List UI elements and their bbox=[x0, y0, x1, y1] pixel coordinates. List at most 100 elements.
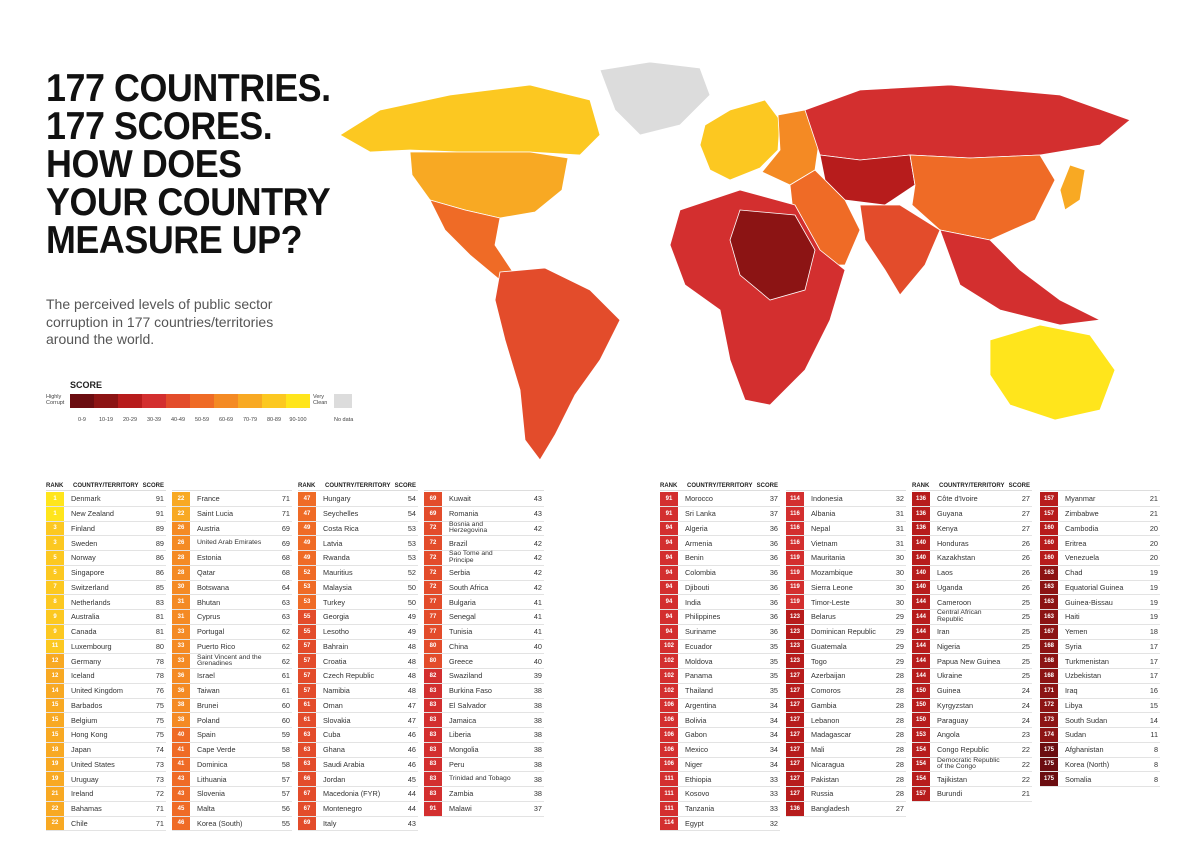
score-value: 71 bbox=[281, 494, 290, 504]
score-value: 48 bbox=[407, 641, 416, 651]
table-row: 28 Qatar 68 bbox=[172, 565, 292, 581]
table-row: 38 Poland 60 bbox=[172, 713, 292, 728]
headline-line: MEASURE UP? bbox=[46, 219, 303, 262]
score-value: 75 bbox=[155, 715, 164, 725]
map-region-japan bbox=[1059, 164, 1086, 211]
rank-badge: 41 bbox=[172, 742, 190, 757]
table-row: 26 Austria 69 bbox=[172, 521, 292, 537]
table-row: 55 Georgia 49 bbox=[298, 610, 418, 625]
table-header bbox=[786, 478, 906, 491]
score-value: 42 bbox=[533, 553, 542, 563]
country-name: Mozambique bbox=[811, 568, 853, 578]
score-value: 19 bbox=[1149, 568, 1158, 578]
country-name: Mauritania bbox=[811, 553, 846, 563]
rank-badge: 53 bbox=[298, 595, 316, 609]
country-name: Egypt bbox=[685, 818, 704, 828]
rank-badge: 18 bbox=[46, 742, 64, 757]
country-name: Sierra Leone bbox=[811, 582, 853, 592]
rank-badge: 102 bbox=[660, 639, 678, 654]
score-value: 62 bbox=[281, 641, 290, 651]
country-name: Suriname bbox=[685, 627, 717, 637]
score-value: 86 bbox=[155, 568, 164, 578]
table-row: 3 Finland 89 bbox=[46, 521, 166, 537]
table-row: 19 Uruguay 73 bbox=[46, 772, 166, 787]
country-name: Russia bbox=[811, 789, 834, 799]
country-name: Kuwait bbox=[449, 494, 471, 504]
table-row: 80 China 40 bbox=[424, 639, 544, 655]
country-name: Greece bbox=[449, 656, 473, 666]
rank-badge: 127 bbox=[786, 669, 804, 683]
country-name: Guatemala bbox=[811, 641, 847, 651]
rank-badge: 36 bbox=[172, 669, 190, 683]
rank-badge: 127 bbox=[786, 728, 804, 742]
country-name: Cape Verde bbox=[197, 745, 236, 755]
table-row: 67 Macedonia (FYR) 44 bbox=[298, 787, 418, 802]
rank-badge: 83 bbox=[424, 698, 442, 713]
country-name: Equatorial Guinea bbox=[1065, 582, 1124, 592]
rank-badge: 127 bbox=[786, 742, 804, 757]
rank-badge: 33 bbox=[172, 654, 190, 668]
country-name: Barbados bbox=[71, 700, 103, 710]
rank-badge: 21 bbox=[46, 787, 64, 801]
country-name: Bahamas bbox=[71, 804, 102, 814]
table-row: 83 El Salvador 38 bbox=[424, 698, 544, 714]
table-header bbox=[172, 478, 292, 491]
table-header-country: COUNTRY/TERRITORY bbox=[939, 483, 1005, 489]
table-row: 33 Portugal 62 bbox=[172, 624, 292, 640]
table-row: 174 Sudan 11 bbox=[1040, 728, 1160, 743]
country-name: Slovenia bbox=[197, 789, 225, 799]
rank-badge: 77 bbox=[424, 610, 442, 624]
table-row: 140 Laos 26 bbox=[912, 565, 1032, 581]
score-value: 73 bbox=[155, 774, 164, 784]
rank-badge: 94 bbox=[660, 624, 678, 639]
rank-badge: 106 bbox=[660, 757, 678, 772]
rank-badge: 119 bbox=[786, 595, 804, 609]
score-value: 46 bbox=[407, 745, 416, 755]
rank-badge: 94 bbox=[660, 521, 678, 536]
country-name: Nigeria bbox=[937, 641, 961, 651]
country-name: Trinidad and Tobago bbox=[449, 774, 511, 782]
country-name: United Kingdom bbox=[71, 686, 123, 696]
score-value: 34 bbox=[769, 745, 778, 755]
country-name: Moldova bbox=[685, 656, 713, 666]
ranking-column-6: 114 Indonesia 32 116 Albania 31 116 Nepal 31 116 V… bbox=[786, 478, 906, 817]
table-row: 119 Timor-Leste 30 bbox=[786, 595, 906, 610]
table-row: 106 Mexico 34 bbox=[660, 742, 780, 758]
score-value: 17 bbox=[1149, 671, 1158, 681]
score-value: 57 bbox=[281, 774, 290, 784]
score-value: 21 bbox=[1149, 494, 1158, 504]
legend-title: SCORE bbox=[70, 380, 103, 390]
table-row: 136 Bangladesh 27 bbox=[786, 801, 906, 817]
score-value: 27 bbox=[1021, 509, 1030, 519]
rank-badge: 40 bbox=[172, 728, 190, 742]
score-value: 38 bbox=[533, 730, 542, 740]
rank-badge: 36 bbox=[172, 683, 190, 698]
score-value: 38 bbox=[533, 700, 542, 710]
country-name: Saudi Arabia bbox=[323, 759, 365, 769]
legend-no-data-swatch bbox=[334, 394, 352, 408]
table-row: 175 Korea (North) 8 bbox=[1040, 757, 1160, 773]
score-value: 64 bbox=[281, 582, 290, 592]
country-name: Uruguay bbox=[71, 774, 99, 784]
score-value: 91 bbox=[155, 509, 164, 519]
country-name: Ukraine bbox=[937, 671, 963, 681]
country-name: Georgia bbox=[323, 612, 349, 622]
score-value: 29 bbox=[895, 612, 904, 622]
country-name: Armenia bbox=[685, 538, 713, 548]
score-value: 32 bbox=[895, 494, 904, 504]
table-row: 140 Kazakhstan 26 bbox=[912, 551, 1032, 566]
score-value: 46 bbox=[407, 730, 416, 740]
rank-badge: 77 bbox=[424, 624, 442, 639]
rank-badge: 154 bbox=[912, 742, 930, 757]
rank-badge: 136 bbox=[912, 506, 930, 521]
table-row: 49 Rwanda 53 bbox=[298, 551, 418, 566]
score-value: 38 bbox=[533, 789, 542, 799]
score-value: 35 bbox=[769, 686, 778, 696]
score-value: 36 bbox=[769, 523, 778, 533]
country-name: Myanmar bbox=[1065, 494, 1096, 504]
score-value: 21 bbox=[1021, 789, 1030, 799]
score-value: 30 bbox=[895, 597, 904, 607]
rank-badge: 94 bbox=[660, 610, 678, 624]
table-row: 57 Bahrain 48 bbox=[298, 639, 418, 655]
table-row: 67 Montenegro 44 bbox=[298, 801, 418, 817]
